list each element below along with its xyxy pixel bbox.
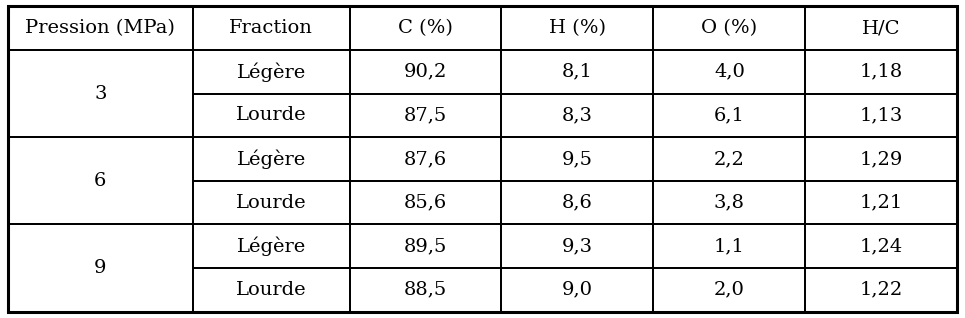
Text: C (%): C (%): [399, 19, 453, 37]
Bar: [653, 181, 806, 225]
Bar: [349, 93, 502, 137]
Text: 1,24: 1,24: [860, 237, 903, 255]
Bar: [193, 181, 349, 225]
Bar: [806, 225, 957, 268]
Text: 9,5: 9,5: [562, 150, 593, 168]
Text: Lourde: Lourde: [235, 107, 307, 124]
Bar: [193, 50, 349, 93]
Bar: [806, 93, 957, 137]
Text: Fraction: Fraction: [230, 19, 314, 37]
Text: 1,22: 1,22: [860, 281, 903, 299]
Text: 1,29: 1,29: [860, 150, 903, 168]
Text: 89,5: 89,5: [403, 237, 447, 255]
Text: 2,2: 2,2: [714, 150, 745, 168]
Bar: [806, 137, 957, 181]
Bar: [502, 6, 653, 50]
Text: H/C: H/C: [862, 19, 900, 37]
Text: 8,6: 8,6: [562, 194, 593, 211]
Bar: [806, 268, 957, 312]
Bar: [502, 137, 653, 181]
Bar: [193, 93, 349, 137]
Bar: [193, 6, 349, 50]
Bar: [349, 50, 502, 93]
Text: O (%): O (%): [702, 19, 758, 37]
Bar: [193, 225, 349, 268]
Bar: [502, 268, 653, 312]
Text: Pression (MPa): Pression (MPa): [25, 19, 176, 37]
Text: 1,18: 1,18: [860, 63, 903, 81]
Bar: [349, 268, 502, 312]
Bar: [653, 225, 806, 268]
Text: 8,3: 8,3: [562, 107, 593, 124]
Text: Légère: Légère: [236, 237, 306, 256]
Text: Légère: Légère: [236, 149, 306, 169]
Text: 87,6: 87,6: [404, 150, 447, 168]
Bar: [8, 137, 193, 225]
Text: 1,1: 1,1: [714, 237, 745, 255]
Bar: [349, 6, 502, 50]
Bar: [502, 50, 653, 93]
Bar: [8, 225, 193, 312]
Text: 6,1: 6,1: [714, 107, 745, 124]
Text: 1,13: 1,13: [860, 107, 903, 124]
Bar: [806, 50, 957, 93]
Bar: [349, 181, 502, 225]
Text: 3,8: 3,8: [714, 194, 745, 211]
Text: 90,2: 90,2: [403, 63, 447, 81]
Text: Légère: Légère: [236, 62, 306, 81]
Bar: [806, 6, 957, 50]
Bar: [8, 50, 193, 137]
Bar: [653, 137, 806, 181]
Bar: [502, 225, 653, 268]
Text: 9: 9: [94, 259, 106, 277]
Text: 9,3: 9,3: [562, 237, 593, 255]
Bar: [653, 268, 806, 312]
Text: 9,0: 9,0: [562, 281, 593, 299]
Bar: [502, 93, 653, 137]
Text: H (%): H (%): [549, 19, 606, 37]
Text: 8,1: 8,1: [562, 63, 593, 81]
Bar: [193, 137, 349, 181]
Bar: [502, 181, 653, 225]
Bar: [653, 50, 806, 93]
Text: 4,0: 4,0: [714, 63, 745, 81]
Bar: [349, 225, 502, 268]
Text: 6: 6: [95, 172, 106, 190]
Bar: [8, 6, 193, 50]
Text: 3: 3: [94, 85, 106, 103]
Bar: [349, 137, 502, 181]
Bar: [806, 181, 957, 225]
Bar: [193, 268, 349, 312]
Text: Lourde: Lourde: [235, 194, 307, 211]
Bar: [653, 93, 806, 137]
Text: 1,21: 1,21: [860, 194, 903, 211]
Text: 85,6: 85,6: [404, 194, 447, 211]
Text: 88,5: 88,5: [404, 281, 447, 299]
Text: 87,5: 87,5: [404, 107, 447, 124]
Text: Lourde: Lourde: [235, 281, 307, 299]
Text: 2,0: 2,0: [714, 281, 745, 299]
Bar: [653, 6, 806, 50]
